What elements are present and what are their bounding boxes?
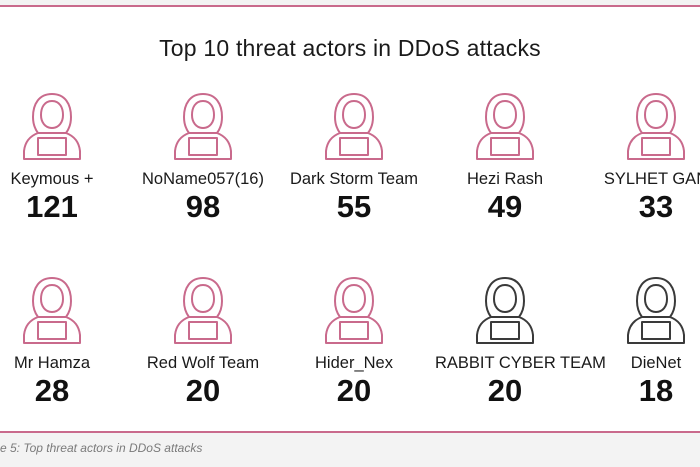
actor-name: RABBIT CYBER TEAM	[435, 354, 606, 372]
hooded-hacker-icon	[476, 277, 534, 344]
actor-attack-count: 20	[487, 373, 523, 408]
actor-attack-count: 20	[185, 373, 221, 408]
figure-caption: e 5: Top threat actors in DDoS attacks	[0, 441, 203, 455]
actor-item: Mr Hamza 28	[0, 273, 122, 408]
actor-name: SYLHET GAN	[603, 170, 700, 188]
hooded-hacker-icon	[325, 93, 383, 160]
actor-attack-count: 20	[336, 373, 372, 408]
hooded-hacker-icon	[23, 93, 81, 160]
actor-name: Dark Storm Team	[289, 170, 419, 188]
chart-title: Top 10 threat actors in DDoS attacks	[159, 35, 541, 61]
actor-name: Hezi Rash	[466, 170, 544, 188]
actor-item: Hider_Nex 20	[284, 273, 424, 408]
infographic-card: Top 10 threat actors in DDoS attacks Key…	[0, 5, 700, 433]
hooded-hacker-icon	[627, 93, 685, 160]
actor-item: RABBIT CYBER TEAM 20	[435, 273, 606, 408]
actor-name: Keymous +	[10, 170, 94, 188]
actor-name: DieNet	[630, 354, 682, 372]
actor-name: Mr Hamza	[13, 354, 91, 372]
actor-attack-count: 98	[185, 189, 221, 224]
actor-item: SYLHET GAN 33	[586, 89, 700, 224]
actor-attack-count: 28	[34, 373, 70, 408]
actor-item: DieNet 18	[586, 273, 700, 408]
hooded-hacker-icon	[627, 277, 685, 344]
actor-attack-count: 49	[487, 189, 523, 224]
hooded-hacker-icon	[174, 277, 232, 344]
actor-attack-count: 18	[638, 373, 674, 408]
actor-item: Red Wolf Team 20	[133, 273, 273, 408]
hooded-hacker-icon	[174, 93, 232, 160]
actor-item: NoName057(16) 98	[133, 89, 273, 224]
hooded-hacker-icon	[476, 93, 534, 160]
hooded-hacker-icon	[325, 277, 383, 344]
actor-attack-count: 121	[26, 189, 78, 224]
actor-item: Hezi Rash 49	[435, 89, 575, 224]
actor-item: Dark Storm Team 55	[284, 89, 424, 224]
actor-attack-count: 55	[336, 189, 372, 224]
hooded-hacker-icon	[23, 277, 81, 344]
actor-name: NoName057(16)	[142, 170, 264, 188]
actor-name: Red Wolf Team	[146, 354, 260, 372]
actor-name: Hider_Nex	[315, 354, 393, 372]
actor-attack-count: 33	[638, 189, 674, 224]
actor-item: Keymous +121	[0, 89, 122, 224]
